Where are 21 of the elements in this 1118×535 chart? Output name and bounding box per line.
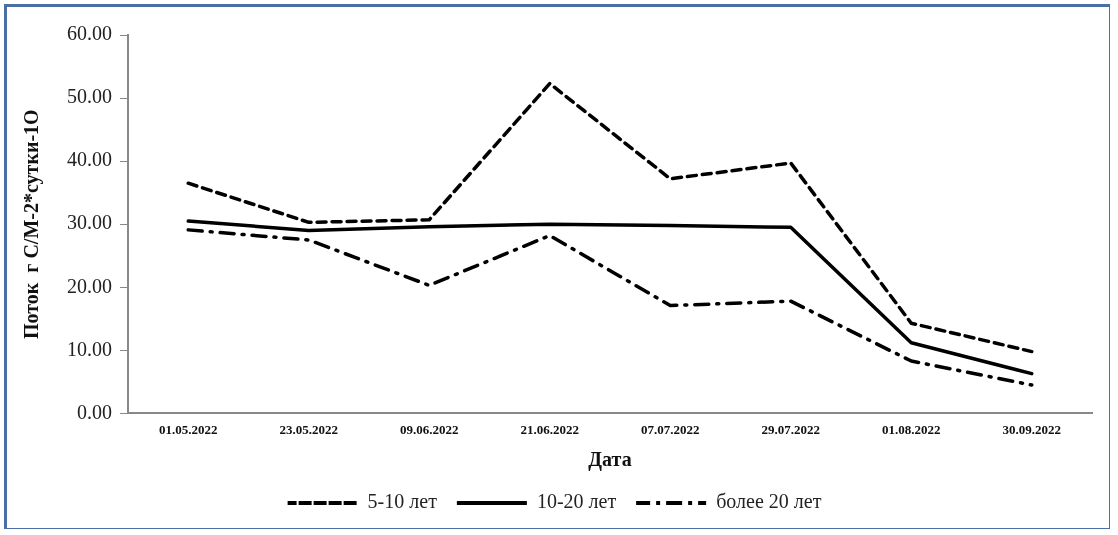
x-tick-label: 01.05.2022 bbox=[159, 421, 218, 437]
y-tick-label: 50.00 bbox=[67, 85, 112, 108]
x-tick-label: 01.08.2022 bbox=[882, 421, 941, 437]
x-tick-label: 30.09.2022 bbox=[1002, 421, 1061, 437]
y-tick-label: 40.00 bbox=[67, 148, 112, 171]
y-tick-label: 60.00 bbox=[67, 22, 112, 45]
legend-label: более 20 лет bbox=[716, 490, 822, 513]
x-tick-label: 29.07.2022 bbox=[761, 421, 820, 437]
y-tick-label: 0.00 bbox=[77, 400, 112, 423]
y-tick-label: 10.00 bbox=[67, 337, 112, 360]
y-axis-title: Поток г С/М-2*сутки-1О bbox=[20, 109, 44, 340]
x-tick-label: 23.05.2022 bbox=[279, 421, 338, 437]
x-tick-label: 21.06.2022 bbox=[520, 421, 579, 437]
x-tick-label: 09.06.2022 bbox=[400, 421, 459, 437]
legend-label: 10-20 лет bbox=[536, 490, 617, 513]
y-tick-label: 20.00 bbox=[67, 274, 112, 297]
x-axis-title: Дата bbox=[588, 448, 632, 472]
legend-label: 5-10 лет bbox=[367, 490, 438, 513]
y-tick-label: 30.00 bbox=[67, 211, 112, 234]
x-tick-label: 07.07.2022 bbox=[641, 421, 700, 437]
line-series bbox=[186, 81, 1034, 354]
